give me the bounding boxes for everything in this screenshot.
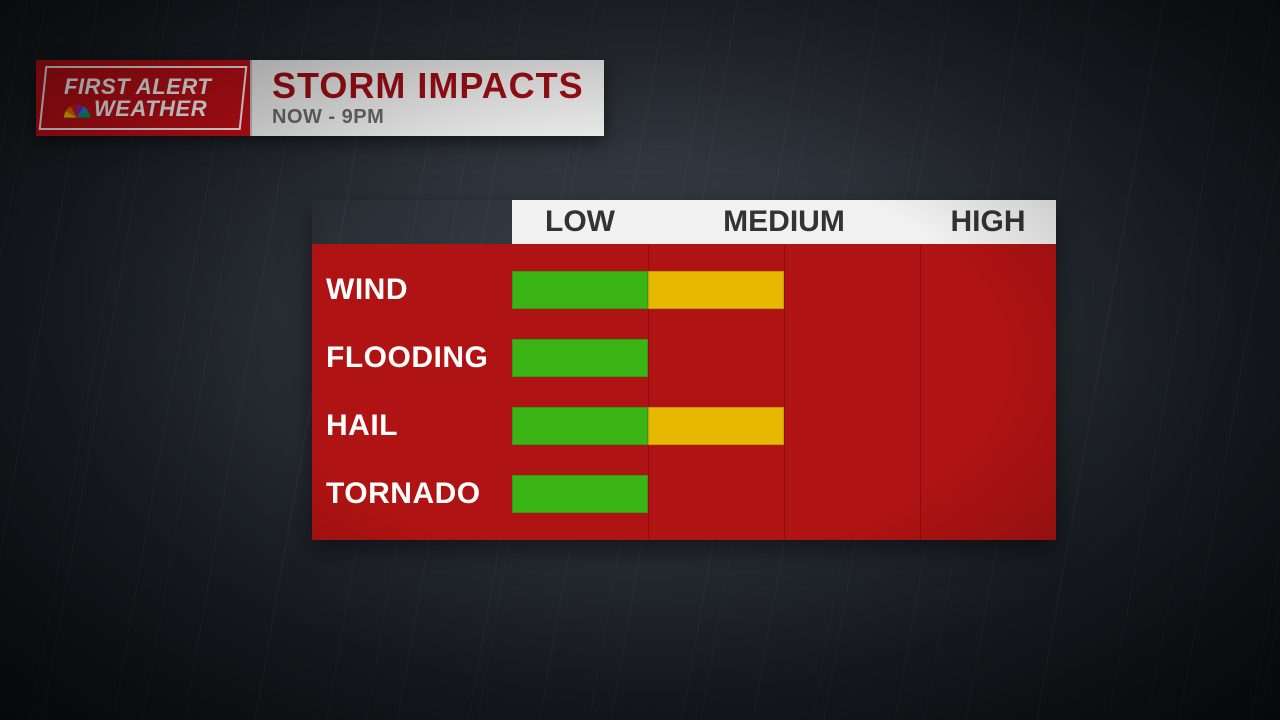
level-label-low: LOW [512, 200, 648, 244]
threat-label: FLOODING [312, 341, 512, 375]
threat-bar-track [512, 475, 1056, 513]
threat-bar-track [512, 407, 1056, 445]
threat-bar-segment [512, 271, 648, 309]
threat-label: HAIL [312, 409, 512, 443]
threat-row: FLOODING [312, 324, 1056, 392]
threat-bar-track [512, 339, 1056, 377]
brand-line-1: FIRST ALERT [64, 76, 250, 98]
threat-bar-segment [512, 407, 648, 445]
brand-line-2: WEATHER [64, 98, 250, 120]
level-label-medium-wrap: MEDIUM [648, 200, 920, 244]
level-label-medium: MEDIUM [648, 200, 920, 244]
level-label-high: HIGH [920, 200, 1056, 244]
weather-graphic: FIRST ALERT WEATHER STORM IMPACTS NOW - … [0, 0, 1280, 720]
header-banner: FIRST ALERT WEATHER STORM IMPACTS NOW - … [36, 60, 604, 136]
graphic-subtitle: NOW - 9PM [272, 106, 584, 128]
threat-bar-track [512, 271, 1056, 309]
brand-logo: FIRST ALERT WEATHER [36, 60, 250, 136]
level-header-spacer [312, 200, 512, 244]
graphic-title: STORM IMPACTS [272, 68, 584, 104]
threat-bar-segment [648, 271, 784, 309]
title-block: STORM IMPACTS NOW - 9PM [250, 60, 604, 136]
threat-label: TORNADO [312, 477, 512, 511]
peacock-icon [64, 99, 90, 119]
threat-table: LOW MEDIUM HIGH WIND FLOODING HAIL TORNADO [312, 200, 1056, 540]
level-header-row: LOW MEDIUM HIGH [312, 200, 1056, 244]
brand-line-2-text: WEATHER [94, 98, 207, 120]
threat-bar-segment [648, 407, 784, 445]
threat-row: HAIL [312, 392, 1056, 460]
threat-row: WIND [312, 256, 1056, 324]
threat-label: WIND [312, 273, 512, 307]
threat-rows: WIND FLOODING HAIL TORNADO [312, 244, 1056, 540]
threat-bar-segment [512, 475, 648, 513]
threat-bar-segment [512, 339, 648, 377]
threat-row: TORNADO [312, 460, 1056, 528]
